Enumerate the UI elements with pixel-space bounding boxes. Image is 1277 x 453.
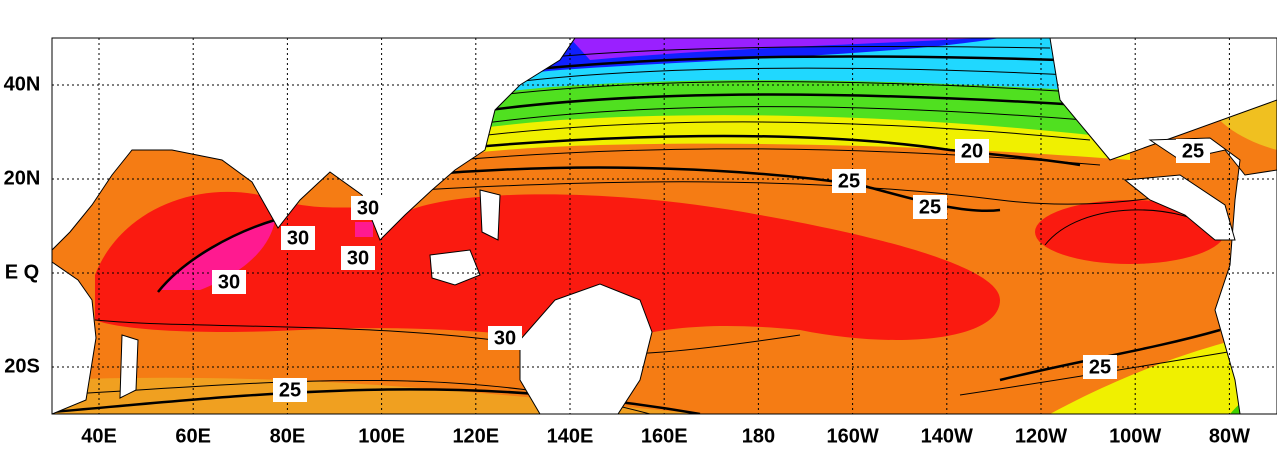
contour-label: 25 bbox=[919, 196, 941, 218]
x-tick-label: 80W bbox=[1209, 425, 1250, 447]
contour-label-box bbox=[281, 226, 315, 250]
map-field bbox=[52, 38, 1277, 414]
contour-label-box bbox=[488, 326, 522, 350]
contour-label: 20 bbox=[961, 140, 983, 162]
contour-label-box bbox=[955, 139, 989, 163]
contour-label-box bbox=[832, 169, 866, 193]
contour-label: 25 bbox=[1089, 356, 1111, 378]
x-tick-label: 140W bbox=[921, 425, 973, 447]
y-tick-label: 20S bbox=[4, 355, 40, 377]
x-tick-label: 160W bbox=[826, 425, 878, 447]
contour-label-box bbox=[913, 195, 947, 219]
x-tick-label: 80E bbox=[270, 425, 306, 447]
x-tick-label: 100E bbox=[358, 425, 405, 447]
contour-label-box bbox=[1176, 139, 1210, 163]
contour-label: 30 bbox=[218, 271, 240, 293]
contour-label-box bbox=[351, 196, 385, 220]
contour-label: 30 bbox=[287, 227, 309, 249]
x-tick-label: 100W bbox=[1109, 425, 1161, 447]
y-tick-label: 40N bbox=[4, 73, 41, 95]
x-tick-label: 60E bbox=[175, 425, 211, 447]
y-tick-label: E Q bbox=[5, 261, 39, 283]
x-tick-label: 180 bbox=[742, 425, 775, 447]
x-tick-label: 40E bbox=[81, 425, 117, 447]
x-tick-label: 160E bbox=[641, 425, 688, 447]
x-tick-label: 140E bbox=[547, 425, 594, 447]
y-tick-label: 20N bbox=[4, 167, 41, 189]
contour-label: 30 bbox=[347, 247, 369, 269]
contour-label-box bbox=[341, 246, 375, 270]
contour-label-box bbox=[273, 378, 307, 402]
contour-label-box bbox=[1083, 355, 1117, 379]
contour-label: 30 bbox=[494, 327, 516, 349]
contour-label: 25 bbox=[1182, 140, 1204, 162]
contour-label: 30 bbox=[357, 197, 379, 219]
contour-label: 25 bbox=[279, 379, 301, 401]
x-tick-label: 120W bbox=[1015, 425, 1067, 447]
contour-label: 25 bbox=[838, 170, 860, 192]
x-tick-label: 120E bbox=[452, 425, 499, 447]
contour-label-box bbox=[212, 270, 246, 294]
